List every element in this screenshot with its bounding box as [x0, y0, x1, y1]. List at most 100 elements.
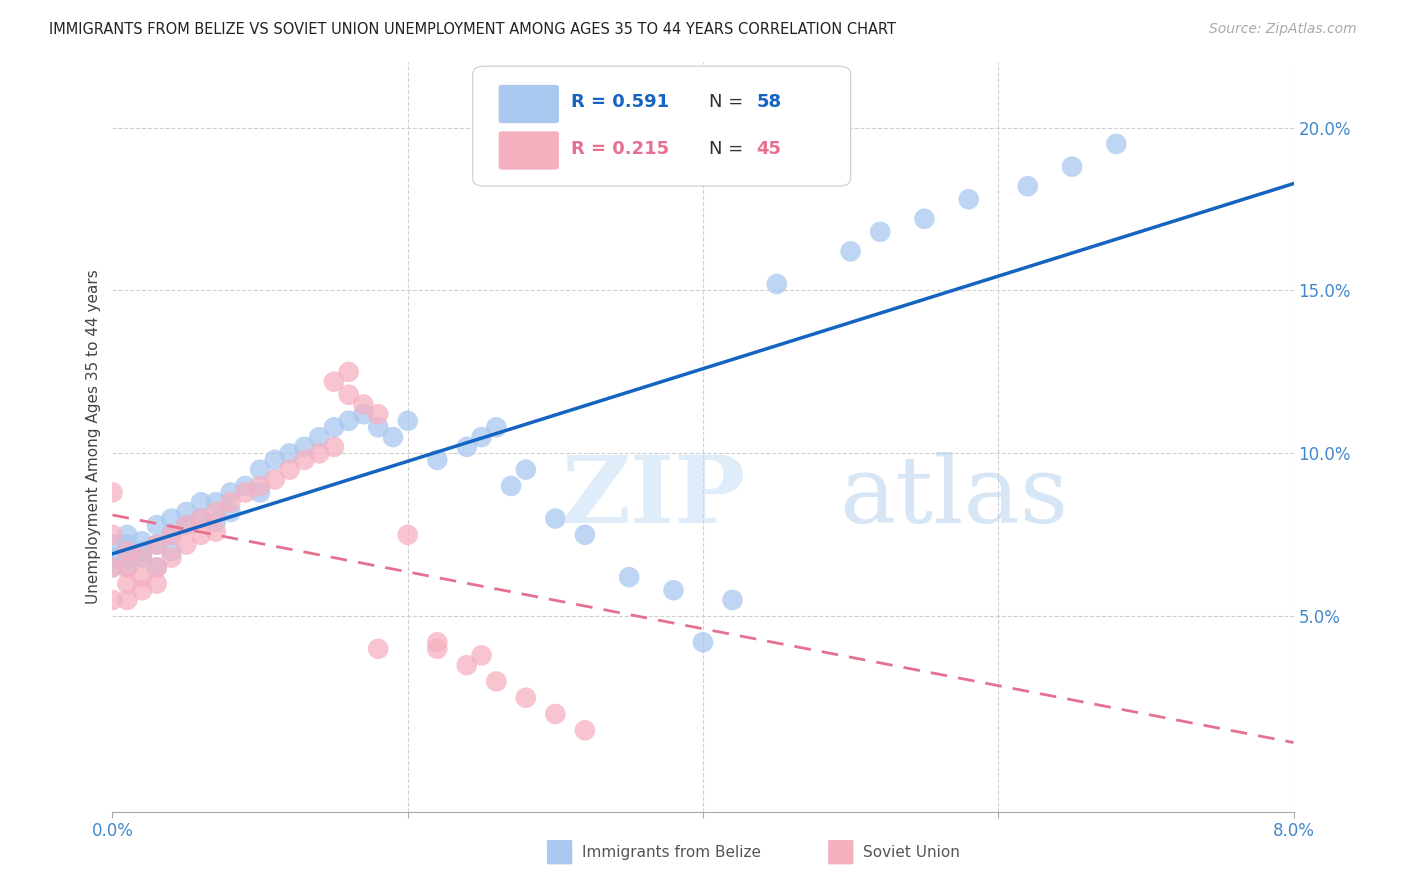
Point: [146, 538, 169, 552]
Point: [219, 485, 242, 500]
Point: [117, 593, 138, 607]
Point: [146, 560, 169, 574]
Point: [662, 583, 685, 598]
Text: 58: 58: [756, 93, 782, 112]
Point: [174, 518, 197, 533]
Point: [352, 397, 374, 411]
Point: [117, 544, 138, 558]
Point: [174, 505, 197, 519]
Point: [456, 440, 478, 454]
Point: [721, 593, 744, 607]
Point: [101, 550, 124, 565]
Text: Source: ZipAtlas.com: Source: ZipAtlas.com: [1209, 22, 1357, 37]
Point: [308, 430, 330, 444]
Point: [292, 440, 315, 454]
Point: [278, 463, 301, 477]
Text: Immigrants from Belize: Immigrants from Belize: [582, 845, 761, 860]
Point: [308, 446, 330, 460]
Point: [544, 511, 567, 525]
Point: [323, 440, 346, 454]
Point: [190, 511, 212, 525]
Point: [337, 414, 360, 428]
Point: [131, 583, 153, 598]
Point: [544, 706, 567, 721]
Point: [957, 192, 980, 206]
Point: [190, 495, 212, 509]
Point: [205, 495, 228, 509]
Point: [101, 485, 124, 500]
Point: [396, 414, 419, 428]
Point: [471, 430, 494, 444]
Text: Soviet Union: Soviet Union: [863, 845, 960, 860]
Point: [1062, 160, 1084, 174]
Point: [117, 538, 138, 552]
Point: [146, 560, 169, 574]
Point: [101, 538, 124, 552]
Point: [174, 538, 197, 552]
Point: [367, 407, 389, 421]
Text: ZIP: ZIP: [561, 452, 745, 542]
FancyBboxPatch shape: [472, 66, 851, 186]
Point: [205, 524, 228, 539]
Y-axis label: Unemployment Among Ages 35 to 44 years: Unemployment Among Ages 35 to 44 years: [86, 269, 101, 605]
Point: [515, 463, 537, 477]
Point: [501, 479, 523, 493]
Point: [367, 420, 389, 434]
Point: [337, 388, 360, 402]
Point: [264, 453, 287, 467]
Point: [323, 420, 346, 434]
Text: R = 0.215: R = 0.215: [571, 140, 669, 158]
Point: [117, 560, 138, 574]
FancyBboxPatch shape: [499, 85, 560, 123]
Point: [146, 518, 169, 533]
Point: [485, 420, 508, 434]
Point: [160, 550, 183, 565]
Point: [839, 244, 862, 259]
Point: [190, 511, 212, 525]
Point: [131, 550, 153, 565]
Point: [131, 544, 153, 558]
Point: [456, 658, 478, 673]
FancyBboxPatch shape: [499, 131, 560, 169]
Text: N =: N =: [709, 140, 749, 158]
Point: [160, 511, 183, 525]
Point: [869, 225, 891, 239]
Point: [219, 495, 242, 509]
Point: [131, 550, 153, 565]
Point: [101, 593, 124, 607]
Point: [278, 446, 301, 460]
Point: [160, 528, 183, 542]
Point: [101, 528, 124, 542]
Point: [337, 365, 360, 379]
Point: [515, 690, 537, 705]
Point: [426, 641, 449, 656]
Point: [574, 528, 596, 542]
Point: [219, 505, 242, 519]
Point: [426, 635, 449, 649]
Point: [101, 560, 124, 574]
Point: [117, 544, 138, 558]
Point: [619, 570, 641, 584]
Point: [117, 550, 138, 565]
Text: IMMIGRANTS FROM BELIZE VS SOVIET UNION UNEMPLOYMENT AMONG AGES 35 TO 44 YEARS CO: IMMIGRANTS FROM BELIZE VS SOVIET UNION U…: [49, 22, 896, 37]
Point: [131, 570, 153, 584]
Point: [1105, 136, 1128, 151]
Point: [117, 576, 138, 591]
Point: [426, 453, 449, 467]
Point: [249, 485, 271, 500]
Point: [264, 472, 287, 486]
Point: [117, 528, 138, 542]
Point: [574, 723, 596, 738]
Point: [249, 479, 271, 493]
Point: [101, 560, 124, 574]
Point: [146, 576, 169, 591]
Text: atlas: atlas: [839, 452, 1069, 542]
Point: [174, 518, 197, 533]
Point: [131, 534, 153, 549]
Point: [367, 641, 389, 656]
Point: [205, 505, 228, 519]
Point: [205, 515, 228, 529]
Point: [323, 375, 346, 389]
Text: R = 0.591: R = 0.591: [571, 93, 669, 112]
Point: [765, 277, 787, 291]
